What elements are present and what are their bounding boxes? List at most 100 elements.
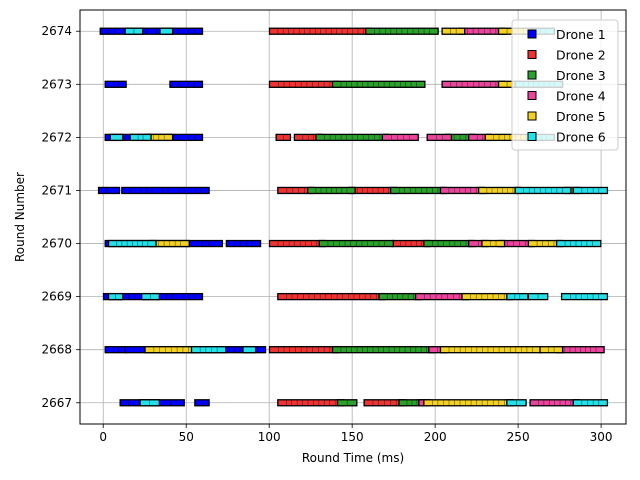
legend-label: Drone 4 [556, 89, 606, 104]
x-tick-label: 0 [99, 430, 107, 444]
data-point-run [97, 186, 121, 195]
data-segment [242, 346, 257, 354]
data-segment [365, 27, 439, 35]
legend-marker [527, 111, 537, 121]
data-point-run [426, 133, 453, 142]
data-point-run [506, 292, 529, 301]
data-segment [121, 186, 210, 195]
data-segment [190, 346, 227, 354]
data-segment [104, 346, 127, 354]
data-segment [318, 239, 394, 248]
x-axis-label: Round Time (ms) [302, 451, 404, 465]
data-point-run [159, 27, 174, 35]
legend-label: Drone 2 [556, 48, 606, 63]
data-segment [144, 346, 199, 354]
data-segment [99, 27, 204, 35]
y-tick-label: 2670 [41, 237, 72, 251]
data-segment [441, 27, 466, 35]
data-segment [572, 399, 609, 407]
legend-marker [527, 132, 537, 141]
legend-label: Drone 6 [556, 130, 606, 145]
data-segment [268, 80, 340, 88]
legend: Drone 1 Drone 2 Drone 3 Drone 4 Drone 5 Drone… [511, 19, 619, 151]
data-segment [439, 346, 542, 354]
legend-marker [527, 91, 537, 100]
data-point-run [109, 133, 124, 142]
legend-marker [527, 70, 537, 80]
plot-frame [79, 9, 627, 425]
x-tick-label: 100 [258, 430, 281, 444]
data-point-run [104, 80, 127, 88]
data-segment [441, 80, 506, 88]
data-segment [268, 346, 340, 354]
data-segment [390, 186, 448, 195]
y-tick-label: 2672 [41, 130, 72, 144]
data-point-run [560, 292, 609, 301]
data-segment [423, 399, 514, 407]
data-segment [139, 399, 160, 407]
y-tick-label: 2671 [41, 183, 72, 197]
data-segment [414, 292, 469, 301]
data-segment [169, 80, 204, 88]
data-segment [268, 239, 326, 248]
data-segment [529, 399, 580, 407]
data-segment [506, 399, 527, 407]
x-tick-label: 150 [341, 430, 364, 444]
data-point-run [572, 186, 609, 195]
data-segment [275, 133, 292, 142]
y-tick-label: 2669 [41, 290, 72, 304]
data-segment [307, 186, 356, 195]
data-segment [481, 239, 506, 248]
data-point-run [381, 133, 419, 142]
data-segment [124, 27, 144, 35]
data-point-run [439, 346, 542, 354]
data-segment [572, 186, 609, 195]
data-segment [331, 346, 436, 354]
data-segment [348, 186, 398, 195]
y-axis-label: Round Number [13, 172, 27, 262]
y-tick-label: 2668 [41, 343, 72, 357]
data-segment [315, 133, 390, 142]
data-point-run [268, 346, 340, 354]
data-segment [194, 399, 210, 407]
data-point-run [268, 80, 340, 88]
data-segment [381, 133, 419, 142]
data-point-run [481, 239, 506, 248]
data-point-run [539, 346, 564, 354]
series-drone-3 [307, 27, 476, 407]
x-tick-label: 300 [590, 430, 613, 444]
data-segment [458, 27, 506, 35]
data-point-run [225, 239, 262, 248]
data-point-run [104, 346, 127, 354]
data-segment [426, 133, 453, 142]
data-segment [539, 346, 564, 354]
legend-label: Drone 1 [556, 27, 606, 42]
data-segment [141, 292, 160, 301]
data-segment [555, 346, 605, 354]
data-segment [555, 239, 602, 248]
data-segment [423, 239, 476, 248]
data-segment [225, 239, 262, 248]
data-point-run [190, 346, 227, 354]
data-point-run [572, 399, 609, 407]
data-point-run [169, 80, 204, 88]
x-tick-label: 200 [424, 430, 447, 444]
data-segment [506, 292, 529, 301]
data-segment [104, 80, 127, 88]
legend-box [511, 19, 619, 151]
y-tick-label: 2674 [41, 24, 72, 38]
data-point-run [514, 186, 572, 195]
data-point-run [242, 346, 257, 354]
data-point-run [458, 27, 506, 35]
data-segment [107, 239, 157, 248]
data-point-run [129, 133, 152, 142]
data-segment [109, 133, 124, 142]
data-segment [129, 133, 152, 142]
data-point-run [441, 27, 466, 35]
data-segment [514, 186, 572, 195]
data-segment [159, 27, 174, 35]
data-segment [527, 292, 549, 301]
data-segment [268, 27, 373, 35]
axis-ticks: 0 50 100 150 200 250 300 2667 2668 2669 2670 2671 26… [41, 24, 612, 444]
y-tick-label: 2673 [41, 77, 72, 91]
